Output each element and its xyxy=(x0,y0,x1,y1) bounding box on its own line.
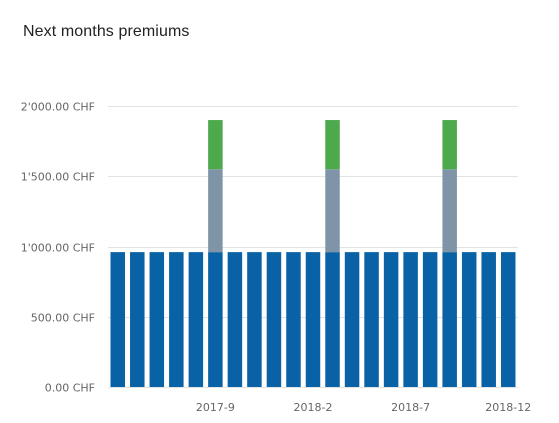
bar-segment-2018-9-s2[interactable] xyxy=(442,120,457,170)
y-tick-label: 1'500.00 CHF xyxy=(21,171,95,184)
x-tick-label: 2017-9 xyxy=(196,401,235,414)
bar-segment-2018-3-s1[interactable] xyxy=(325,169,340,253)
bar-segment-2018-2-s0[interactable] xyxy=(305,252,321,387)
y-tick-label: 0.00 CHF xyxy=(45,382,95,395)
bar-segment-2018-5-s0[interactable] xyxy=(364,252,379,387)
bar-segment-2017-5-s0[interactable] xyxy=(130,252,145,387)
bar-segment-2018-7-s0[interactable] xyxy=(403,252,418,387)
y-tick-label: 500.00 CHF xyxy=(31,312,95,325)
x-tick-label: 2018-7 xyxy=(391,401,430,414)
bar-segment-2018-10-s0[interactable] xyxy=(461,252,477,387)
bar-segment-2018-3-s2[interactable] xyxy=(325,120,340,170)
bar-segment-2017-8-s0[interactable] xyxy=(188,252,204,387)
x-tick-label: 2018-12 xyxy=(485,401,531,414)
chart-title: Next months premiums xyxy=(23,23,190,40)
bar-segment-2018-4-s0[interactable] xyxy=(344,252,360,387)
bar-segment-2018-9-s0[interactable] xyxy=(442,252,457,387)
bar-segment-2018-3-s0[interactable] xyxy=(325,252,340,387)
bar-segment-2017-9-s1[interactable] xyxy=(208,169,223,253)
bar-segment-2018-12-s0[interactable] xyxy=(500,252,516,387)
bar-segment-2018-8-s0[interactable] xyxy=(422,252,438,387)
bar-segment-2017-10-s0[interactable] xyxy=(227,252,243,387)
bar-segment-2017-12-s0[interactable] xyxy=(266,252,282,387)
bar-segment-2017-6-s0[interactable] xyxy=(149,252,165,387)
y-tick-label: 2'000.00 CHF xyxy=(21,101,95,114)
bar-segment-2017-9-s0[interactable] xyxy=(208,252,223,387)
bar-segment-2018-11-s0[interactable] xyxy=(481,252,496,387)
bar-segment-2018-1-s0[interactable] xyxy=(286,252,301,387)
bar-segment-2018-6-s0[interactable] xyxy=(383,252,399,387)
bar-segment-2017-9-s2[interactable] xyxy=(208,120,223,170)
bar-segment-2017-4-s0[interactable] xyxy=(110,252,126,387)
bar-segment-2018-9-s1[interactable] xyxy=(442,169,457,253)
bar-segment-2017-11-s0[interactable] xyxy=(247,252,262,387)
y-tick-label: 1'000.00 CHF xyxy=(21,242,95,255)
bar-segment-2017-7-s0[interactable] xyxy=(169,252,184,387)
x-tick-label: 2018-2 xyxy=(294,401,333,414)
